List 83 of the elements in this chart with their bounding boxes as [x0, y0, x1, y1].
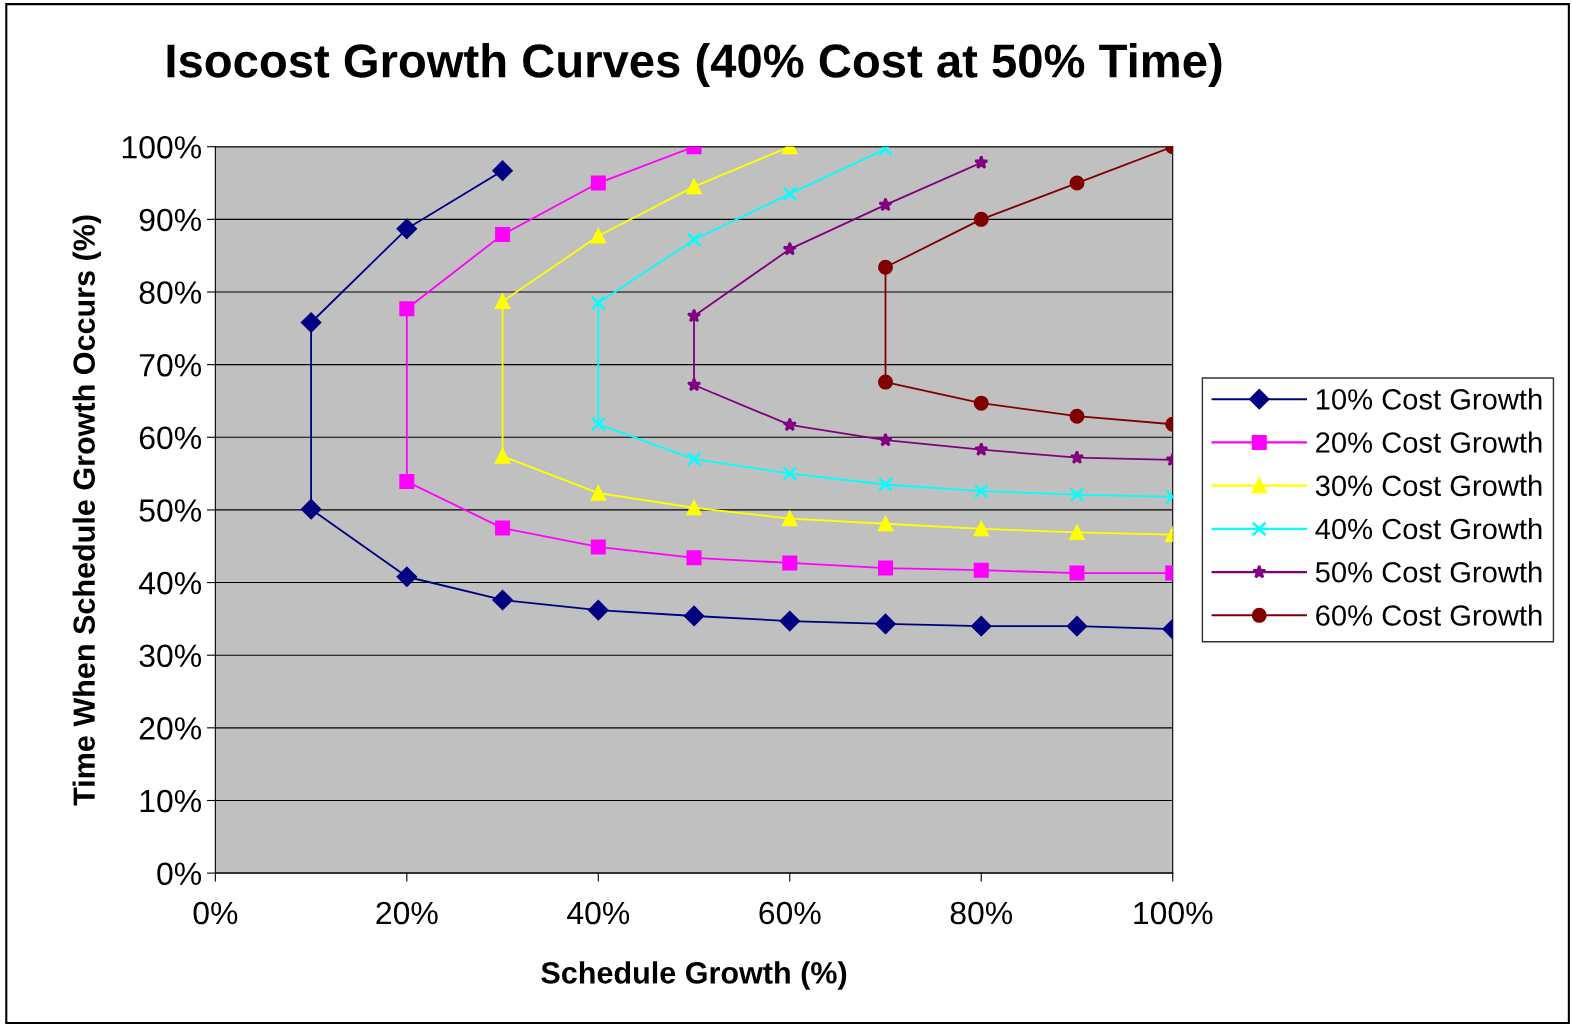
- x-tick-label: 80%: [950, 901, 1013, 925]
- y-axis-title: Time When Schedule Growth Occurs (%): [72, 215, 102, 806]
- point: [590, 485, 606, 501]
- point: [683, 605, 705, 627]
- point: [973, 562, 989, 578]
- legend-label: 60% Cost Growth: [1316, 604, 1542, 626]
- point: [878, 259, 894, 275]
- point: [1069, 408, 1085, 424]
- point: [399, 474, 415, 490]
- point: [686, 308, 702, 323]
- point: [588, 600, 609, 621]
- y-tick-label: 30%: [139, 644, 202, 668]
- point: [686, 550, 702, 566]
- point: [495, 520, 511, 536]
- y-tick-label: 100%: [122, 135, 202, 159]
- y-tick-label: 60%: [139, 426, 202, 450]
- point: [878, 477, 894, 492]
- point: [1069, 487, 1085, 503]
- y-tick-label: 0%: [157, 862, 202, 886]
- point: [875, 613, 896, 635]
- point: [590, 416, 606, 432]
- point: [782, 417, 797, 432]
- point: [590, 175, 606, 191]
- point: [1069, 175, 1085, 191]
- x-axis-title: Schedule Growth (%): [541, 961, 847, 990]
- x-tick-label: 40%: [567, 901, 630, 925]
- point: [782, 555, 798, 571]
- point: [1069, 524, 1085, 540]
- point: [782, 466, 798, 482]
- x-tick-label: 60%: [759, 901, 821, 925]
- point: [495, 227, 511, 243]
- point: [686, 377, 702, 392]
- y-tick-label: 50%: [139, 499, 202, 522]
- y-tick-label: 10%: [140, 789, 202, 813]
- point: [495, 293, 511, 309]
- point: [971, 616, 992, 637]
- point: [1066, 616, 1088, 637]
- y-tick-label: 90%: [139, 208, 202, 232]
- point: [782, 241, 797, 256]
- point: [686, 451, 702, 467]
- point: [973, 395, 989, 411]
- y-tick-label: 70%: [139, 353, 202, 377]
- x-tick-label: 20%: [376, 901, 438, 925]
- point: [590, 228, 606, 244]
- point: [878, 560, 894, 576]
- legend-label: 50% Cost Growth: [1315, 561, 1542, 583]
- point: [974, 442, 989, 456]
- point: [399, 301, 415, 317]
- legend-label: 20% Cost Growth: [1316, 431, 1542, 453]
- legend-label: 10% Cost Growth: [1316, 388, 1542, 410]
- legend-label: 40% Cost Growth: [1315, 517, 1542, 540]
- y-tick-label: 80%: [139, 281, 202, 304]
- point: [973, 521, 989, 537]
- point: [396, 218, 417, 239]
- point: [301, 312, 322, 333]
- point: [495, 448, 511, 464]
- point: [590, 295, 606, 311]
- chart-title: Isocost Growth Curves (40% Cost at 50% Time): [167, 43, 1222, 88]
- point: [1069, 450, 1085, 464]
- point: [782, 511, 798, 527]
- point: [973, 211, 989, 227]
- point: [878, 516, 894, 532]
- point: [686, 500, 702, 516]
- point: [301, 499, 322, 520]
- point: [878, 374, 894, 390]
- point: [590, 539, 606, 555]
- point: [492, 160, 513, 181]
- point: [973, 483, 989, 499]
- point: [974, 155, 989, 169]
- point: [686, 179, 702, 195]
- x-tick-label: 0%: [193, 901, 238, 925]
- point: [878, 432, 893, 447]
- point: [396, 566, 417, 587]
- point: [782, 186, 798, 202]
- point: [686, 232, 702, 248]
- point: [1069, 565, 1085, 581]
- point: [492, 589, 513, 611]
- point: [779, 610, 800, 632]
- y-tick-label: 20%: [139, 717, 202, 740]
- point: [878, 197, 893, 212]
- legend-label: 30% Cost Growth: [1315, 474, 1542, 497]
- y-tick-label: 40%: [138, 571, 202, 595]
- x-tick-label: 100%: [1134, 901, 1213, 925]
